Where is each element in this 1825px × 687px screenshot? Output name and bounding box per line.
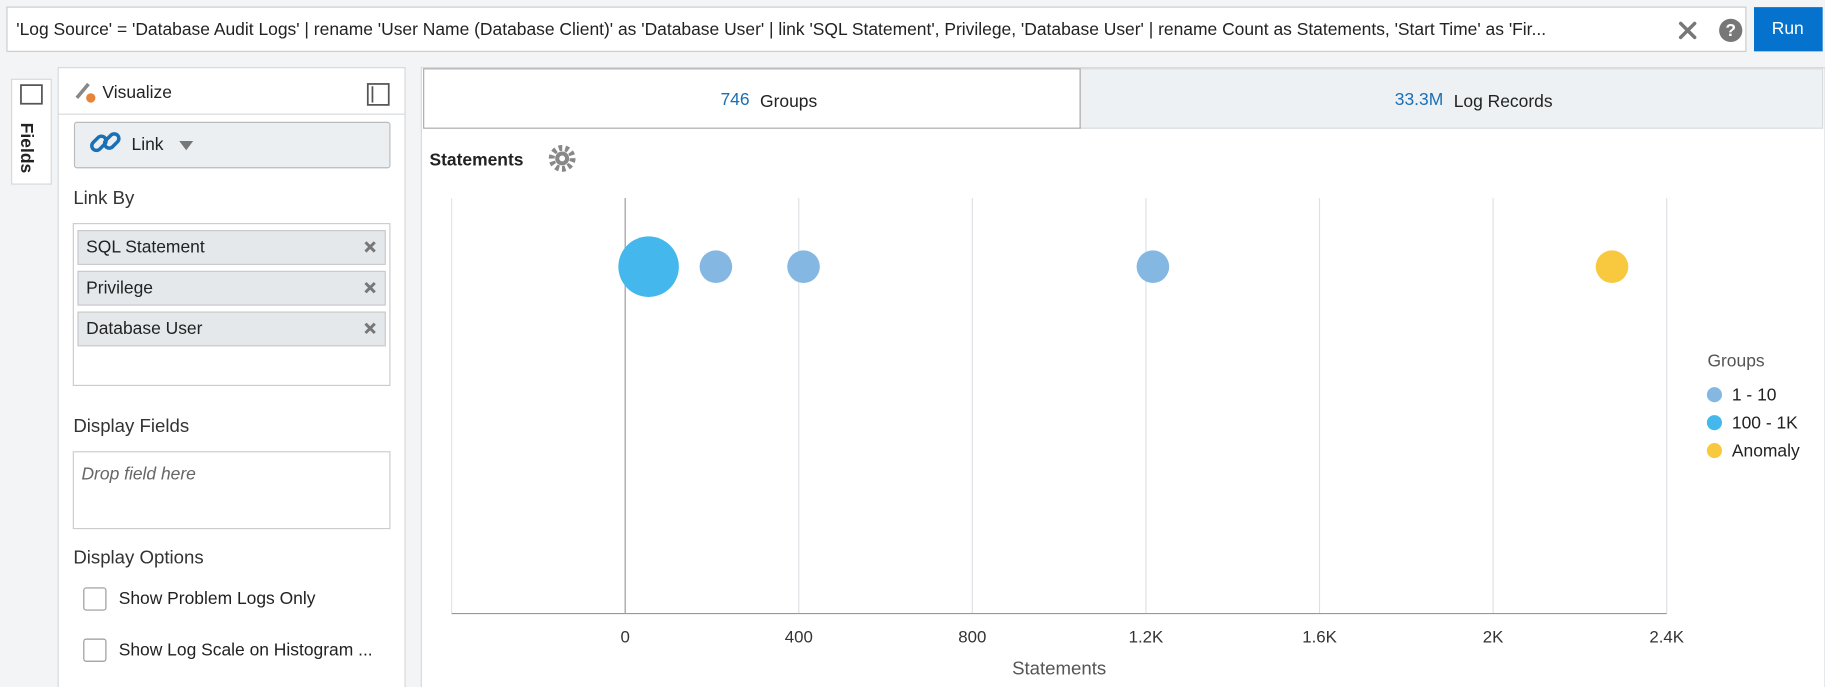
remove-stroke <box>364 241 376 253</box>
collapse-icon[interactable] <box>366 83 390 106</box>
x-tick-label: 1.2K <box>1129 627 1164 646</box>
legend-swatch <box>1706 415 1722 431</box>
legend: 1 - 10 100 - 1K Anomaly <box>1706 384 1800 460</box>
dropdown-arrow <box>179 140 194 151</box>
x-tick-label: 400 <box>785 627 813 646</box>
bubble[interactable] <box>1136 250 1170 283</box>
link-icon <box>90 132 121 153</box>
groups-tab-label: Groups <box>760 91 817 111</box>
fields-tab-label: Fields <box>17 123 37 173</box>
bubble[interactable] <box>1595 250 1629 283</box>
display-fields-box[interactable] <box>72 451 391 530</box>
legend-swatch <box>1706 387 1722 403</box>
panel-title: Visualize <box>102 82 171 102</box>
drop-placeholder: Drop field here <box>81 464 196 484</box>
run-button[interactable] <box>1754 7 1823 52</box>
checkbox[interactable] <box>83 587 107 611</box>
link-chip-label: Database User <box>86 318 202 338</box>
link-chip <box>77 311 386 347</box>
link-chip <box>77 230 386 265</box>
checkbox-label: Show Problem Logs Only <box>119 588 316 608</box>
display-options: Show Problem Logs Only Show Log Scale on … <box>83 587 373 662</box>
remove-chip[interactable] <box>364 281 376 294</box>
link-by-label: Link By <box>73 187 135 208</box>
help-icon[interactable]: ? <box>1719 18 1743 43</box>
legend-label: 1 - 10 <box>1732 384 1777 404</box>
run-label: Run <box>1772 18 1804 38</box>
remove-chip[interactable] <box>364 241 376 253</box>
chart-title: Statements <box>429 149 523 169</box>
checkbox-label: Show Log Scale on Histogram ... <box>119 639 373 659</box>
legend-swatch <box>1706 443 1722 459</box>
x-tick-label: 2.4K <box>1649 627 1684 646</box>
results-panel <box>420 67 1825 687</box>
visualization-dropdown[interactable] <box>73 121 391 169</box>
x-tick-label: 800 <box>958 627 986 646</box>
remove-stroke <box>364 322 376 335</box>
bubble[interactable] <box>787 250 820 283</box>
expand-icon[interactable] <box>20 84 43 105</box>
legend-label: 100 - 1K <box>1732 412 1798 432</box>
bubble-chart: 0 400 800 1.2K 1.6K 2K 2.4K <box>451 198 1685 646</box>
link-chip-label: Privilege <box>86 277 153 297</box>
clear-icon[interactable] <box>1678 21 1697 40</box>
settings-icon[interactable] <box>548 145 576 172</box>
records-tab[interactable] <box>1079 68 1824 129</box>
visualization-label: Link <box>132 134 164 154</box>
svg-text:?: ? <box>1725 20 1736 40</box>
link-by-chips: SQL Statement Privilege Database User <box>77 230 386 347</box>
checkbox[interactable] <box>83 638 107 662</box>
legend-title: Groups <box>1707 351 1764 371</box>
visualize-icon <box>75 82 96 103</box>
link-chip-label: SQL Statement <box>86 237 205 257</box>
fields-tab[interactable] <box>11 78 52 185</box>
query-text: 'Log Source' = 'Database Audit Logs' | r… <box>16 19 1546 39</box>
groups-tab[interactable] <box>423 68 1081 129</box>
display-options-label: Display Options <box>73 547 203 568</box>
bubble[interactable] <box>618 236 679 297</box>
remove-chip[interactable] <box>364 322 376 335</box>
query-bar[interactable] <box>6 6 1747 52</box>
link-chip <box>77 270 386 306</box>
records-count: 33.3M <box>1395 89 1443 109</box>
display-fields-label: Display Fields <box>73 415 189 436</box>
x-axis-label: Statements <box>1012 657 1106 678</box>
x-tick-label: 1.6K <box>1302 627 1337 646</box>
legend-label: Anomaly <box>1732 440 1800 460</box>
bubble[interactable] <box>699 250 733 283</box>
groups-count: 746 <box>720 89 749 109</box>
remove-stroke <box>364 281 376 294</box>
x-tick-label: 2K <box>1483 627 1504 646</box>
records-tab-label: Log Records <box>1454 91 1553 111</box>
x-tick-label: 0 <box>620 627 629 646</box>
